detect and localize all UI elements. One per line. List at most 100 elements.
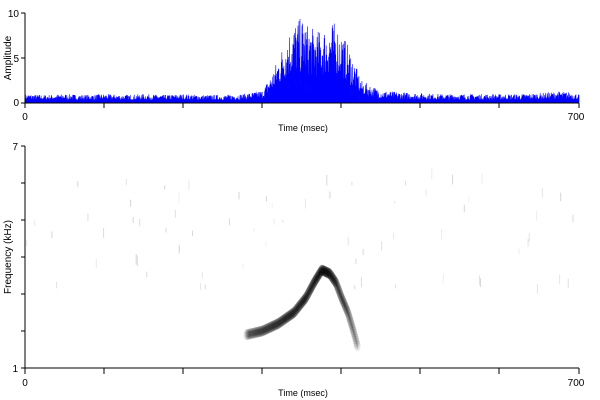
spectrogram-contour-mark — [293, 303, 301, 315]
spectrogram-speckle — [481, 173, 483, 184]
spectrogram-contour-core — [352, 326, 354, 333]
spectrogram-contour-mark — [309, 280, 316, 292]
spectrogram-contour-mark — [325, 267, 333, 279]
spectrogram-contour-mark — [324, 267, 331, 278]
spectrogram-contour-mark — [275, 317, 282, 329]
spectrogram-contour-mark — [288, 308, 295, 320]
spectrogram-contour-mark — [335, 285, 343, 297]
spectrogram-contour-core — [265, 326, 267, 333]
spectrogram-contour-core — [308, 289, 310, 296]
spectrogram-contour-mark — [268, 321, 276, 333]
spectrogram-speckle — [425, 189, 427, 196]
spectrogram-contour-mark — [255, 326, 263, 338]
spectrogram-contour-core — [332, 275, 334, 282]
spectrogram-contour-mark — [303, 290, 311, 302]
spectrogram-contour-core — [299, 301, 301, 308]
spectrogram-contour-core — [324, 268, 326, 275]
spectrogram-contour-mark — [348, 318, 355, 330]
spectrogram-contour-mark — [276, 316, 284, 328]
spectrogram-contour-mark — [271, 319, 279, 331]
spectrogram-contour-core — [305, 295, 307, 302]
spectrogram-contour-mark — [326, 268, 333, 280]
spectrogram-contour-mark — [304, 289, 311, 301]
spectrogram-contour-core — [269, 324, 271, 331]
spectrogram-contour-core — [278, 320, 280, 327]
spectrogram-contour-core — [321, 267, 323, 274]
spectrogram-contour-core — [279, 319, 281, 326]
spectrogram-contour-mark — [305, 286, 312, 298]
spectrogram-contour-mark — [255, 326, 262, 338]
spectrogram-contour-core — [333, 276, 335, 283]
spectrogram-contour-mark — [274, 318, 282, 330]
spectrogram-speckle — [164, 185, 166, 190]
spectrogram-contour-core — [311, 283, 313, 290]
spectrogram-contour-core — [280, 318, 282, 325]
spectrogram-contour-core — [250, 330, 252, 337]
spectrogram-contour-core — [287, 313, 289, 320]
spectrogram-contour-mark — [354, 340, 361, 352]
spectrogram-contour-mark — [310, 277, 317, 289]
spectrogram-contour-core — [335, 279, 337, 286]
spectrogram-contour-mark — [320, 265, 328, 277]
spectrogram-contour-core — [318, 272, 320, 279]
spectrogram-contour-mark — [313, 272, 320, 284]
spectrogram-chart: 7 1 0 700 Time (msec) Frequency (kHz) — [3, 142, 585, 398]
spectrogram-contour-core — [262, 327, 264, 334]
spectrogram-contour-core — [346, 307, 348, 314]
spectrogram-contour-mark — [280, 313, 288, 325]
spectrogram-speckle — [329, 191, 331, 199]
spectrogram-speckle — [238, 192, 240, 200]
spectrogram-contour-core — [267, 325, 269, 332]
spectrogram-contour-mark — [288, 308, 296, 320]
spectrogram-speckle — [394, 284, 396, 289]
spectrogram-contour-mark — [306, 284, 314, 296]
spectrogram-speckle — [441, 229, 442, 240]
spectrogram-speckle — [480, 278, 481, 287]
spectrogram-contour-core — [305, 294, 307, 301]
spectrogram-contour-mark — [244, 328, 252, 340]
spectrogram-speckle — [26, 239, 28, 247]
spectrogram-contour-core — [306, 292, 308, 299]
spectrogram-contour-core — [265, 326, 267, 333]
spectrogram-contour-core — [288, 313, 290, 320]
spectrogram-contour-core — [268, 325, 270, 332]
spectrogram-contour-mark — [254, 326, 261, 338]
spectrogram-contour-mark — [280, 314, 287, 326]
spectrogram-speckle — [271, 202, 273, 208]
spectrogram-contour-mark — [265, 322, 272, 334]
spectrogram-contour-mark — [285, 310, 292, 322]
spectrogram-contour-core — [312, 281, 314, 288]
spectrogram-contour-core — [314, 277, 317, 284]
spectrogram-contour-mark — [345, 309, 352, 321]
spectrogram-speckle — [479, 275, 480, 286]
spectrogram-speckle — [282, 219, 284, 223]
spectrogram-contour-core — [297, 305, 299, 312]
spectrogram-contour-mark — [307, 283, 314, 295]
spectrogram-contour-core — [344, 302, 346, 309]
spectrogram-speckle — [452, 174, 454, 185]
spectrogram-contour-mark — [344, 307, 352, 319]
spectrogram-contour-core — [255, 329, 258, 336]
spectrogram-speckle — [431, 168, 433, 180]
spectrogram-speckle — [146, 271, 148, 278]
spectrogram-contour-core — [348, 312, 350, 319]
spectrogram-contour-core — [286, 314, 288, 321]
spectrogram-contour-mark — [249, 327, 256, 339]
spectrogram-contour-mark — [351, 328, 358, 340]
spectrogram-contour-mark — [317, 265, 325, 277]
spectrogram-contour-core — [345, 305, 347, 312]
spectrogram-contour-mark — [320, 265, 327, 277]
amplitude-y-tick-label-5: 5 — [13, 54, 19, 65]
spectrogram-contour-core — [252, 330, 254, 337]
spectrogram-contour-mark — [260, 324, 268, 336]
spectrogram-contour-core — [276, 321, 278, 328]
spectrogram-speckle — [178, 192, 180, 203]
spectrogram-contour-mark — [332, 276, 339, 288]
spectrogram-contour-core — [261, 328, 263, 335]
spectrogram-contour-core — [247, 331, 250, 338]
spectrogram-contour-core — [272, 323, 274, 330]
spectrogram-speckle — [192, 230, 193, 236]
spectrogram-contour-core — [258, 328, 260, 335]
spectrogram-contour-core — [354, 335, 357, 342]
spectrogram-contour-core — [293, 309, 295, 316]
